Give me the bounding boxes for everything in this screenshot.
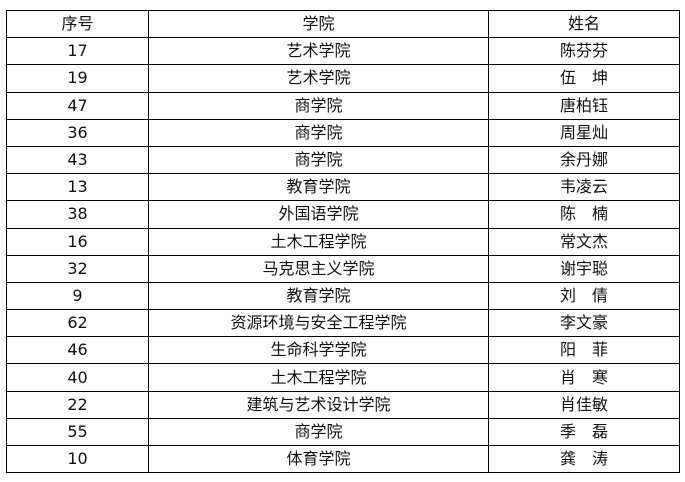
table-row: 22 建筑与艺术设计学院 肖佳敏 [6,390,680,419]
cell-name: 唐柏钰 [488,91,680,120]
cell-name: 陈 楠 [488,200,680,229]
table-row: 13 教育学院 韦凌云 [6,173,680,202]
cell-number: 55 [6,417,149,447]
cell-number: 40 [6,363,149,392]
table-row: 36 商学院 周星灿 [6,118,680,147]
cell-name: 谢宇聪 [488,254,680,283]
cell-number: 36 [6,118,149,147]
cell-name: 刘 倩 [488,281,680,311]
table-row: 10 体育学院龚 涛 [6,444,680,474]
cell-number: 43 [6,145,149,175]
cell-name: 季 磊 [488,417,680,447]
cell-name: 伍 坤 [488,64,680,93]
cell-college: 土木工程学院 [148,227,489,256]
cell-name: 李文豪 [488,309,680,338]
table-row: 62 资源环境与安全工程学院 李文豪 [6,309,680,338]
table-row: 38 外国语学院陈 楠 [6,200,680,229]
header-name: 姓名 [488,9,680,39]
table-row: 9 教育学院刘 倩 [6,281,680,311]
table-row: 19 艺术学院伍 坤 [6,64,680,93]
table-row: 46 生命科学学院阳 菲 [6,336,680,365]
cell-name: 肖佳敏 [488,390,680,419]
cell-college: 商学院 [148,118,489,147]
cell-name: 陈芬芬 [488,37,680,66]
header-row: 序号 学院 姓名 [6,9,680,39]
table-row: 47 商学院 唐柏钰 [6,91,680,120]
cell-college: 资源环境与安全工程学院 [148,309,489,338]
cell-college: 教育学院 [148,281,489,311]
header-college: 学院 [148,9,489,39]
cell-college: 艺术学院 [148,37,489,66]
cell-name: 余丹娜 [488,145,680,175]
cell-college: 教育学院 [148,173,489,202]
student-table: 序号 学院 姓名 17 艺术学院 陈芬芬 19 艺术学院伍 坤 47 商学院 唐柏钰 36 商学院… [6,9,680,474]
table-row: 17 艺术学院 陈芬芬 [6,37,680,66]
table-row: 43 商学院 余丹娜 [6,145,680,175]
cell-college: 土木工程学院 [148,363,489,392]
cell-number: 13 [6,173,149,202]
cell-college: 商学院 [148,91,489,120]
cell-number: 17 [6,37,149,66]
cell-number: 47 [6,91,149,120]
cell-name: 常文杰 [488,227,680,256]
table-row: 55 商学院季 磊 [6,417,680,447]
cell-number: 16 [6,227,149,256]
cell-college: 生命科学学院 [148,336,489,365]
table-row: 32 马克思主义学院 谢宇聪 [6,254,680,283]
table-row: 40 土木工程学院肖 寒 [6,363,680,392]
cell-name: 阳 菲 [488,336,680,365]
cell-name: 龚 涛 [488,444,680,474]
table-row: 16 土木工程学院 常文杰 [6,227,680,256]
cell-college: 体育学院 [148,444,489,474]
cell-name: 韦凌云 [488,173,680,202]
cell-number: 38 [6,200,149,229]
cell-number: 19 [6,64,149,93]
cell-college: 商学院 [148,417,489,447]
cell-number: 46 [6,336,149,365]
cell-college: 商学院 [148,145,489,175]
cell-college: 外国语学院 [148,200,489,229]
cell-name: 周星灿 [488,118,680,147]
cell-number: 62 [6,309,149,338]
cell-number: 9 [6,281,149,311]
header-number: 序号 [6,9,149,39]
cell-college: 建筑与艺术设计学院 [148,390,489,419]
cell-number: 22 [6,390,149,419]
cell-name: 肖 寒 [488,363,680,392]
cell-college: 马克思主义学院 [148,254,489,283]
cell-number: 32 [6,254,149,283]
cell-number: 10 [6,444,149,474]
cell-college: 艺术学院 [148,64,489,93]
